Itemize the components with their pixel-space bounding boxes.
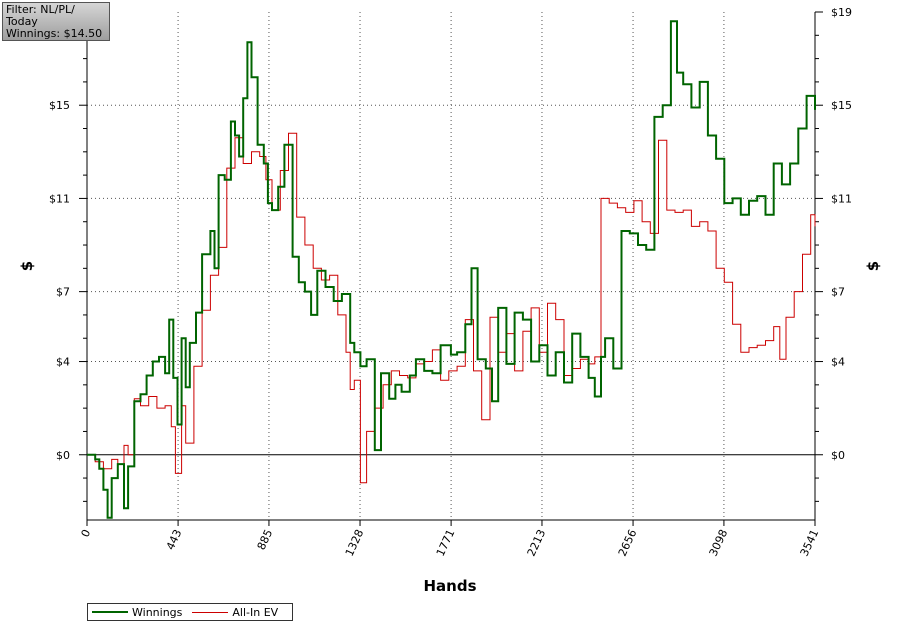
legend-item-winnings: Winnings bbox=[92, 606, 182, 619]
legend: Winnings All-In EV bbox=[87, 603, 293, 621]
x-tick-label: 3541 bbox=[798, 527, 822, 558]
y-tick-label-right: $4 bbox=[831, 356, 845, 369]
x-tick-label: 443 bbox=[164, 527, 185, 552]
filter-period: Today bbox=[6, 15, 38, 28]
filter-winnings: Winnings: $14.50 bbox=[6, 27, 103, 40]
legend-swatch-winnings bbox=[92, 611, 128, 613]
legend-label-winnings: Winnings bbox=[132, 605, 183, 619]
x-tick-label: 885 bbox=[255, 527, 276, 552]
x-tick-label: 0 bbox=[79, 527, 94, 539]
x-tick-label: 2656 bbox=[616, 527, 640, 558]
x-axis-title: Hands bbox=[423, 577, 476, 595]
y-tick-label-right: $7 bbox=[831, 286, 845, 299]
series-line-winnings bbox=[87, 20, 816, 519]
y-axis-title-right: $ bbox=[864, 261, 882, 271]
y-tick-label-right: $15 bbox=[831, 99, 852, 112]
series bbox=[87, 20, 816, 519]
x-tick-label: 1771 bbox=[434, 527, 458, 558]
y-tick-label-right: $11 bbox=[831, 192, 852, 205]
series-line-allin-ev bbox=[87, 132, 816, 484]
y-tick-label-right: $0 bbox=[831, 449, 845, 462]
x-tick-label: 2213 bbox=[525, 527, 549, 558]
legend-label-allin-ev: All-In EV bbox=[232, 605, 279, 619]
x-tick-label: 1328 bbox=[343, 527, 367, 558]
y-axis-title-left: $ bbox=[18, 261, 36, 271]
filter-line: Filter: NL/PL/ bbox=[6, 3, 75, 16]
filter-info-box: Filter: NL/PL/ Today Winnings: $14.50 bbox=[2, 2, 110, 41]
y-tick-label-right: $19 bbox=[831, 6, 852, 19]
y-tick-label-left: $15 bbox=[49, 99, 70, 112]
grid bbox=[87, 12, 815, 520]
y-tick-label-left: $7 bbox=[56, 286, 70, 299]
y-tick-label-left: $0 bbox=[56, 449, 70, 462]
legend-swatch-allin-ev bbox=[192, 611, 229, 613]
y-tick-label-left: $11 bbox=[49, 192, 70, 205]
x-tick-label: 3098 bbox=[707, 527, 731, 558]
legend-item-allin-ev: All-In EV bbox=[192, 606, 278, 619]
y-tick-label-left: $4 bbox=[56, 356, 70, 369]
